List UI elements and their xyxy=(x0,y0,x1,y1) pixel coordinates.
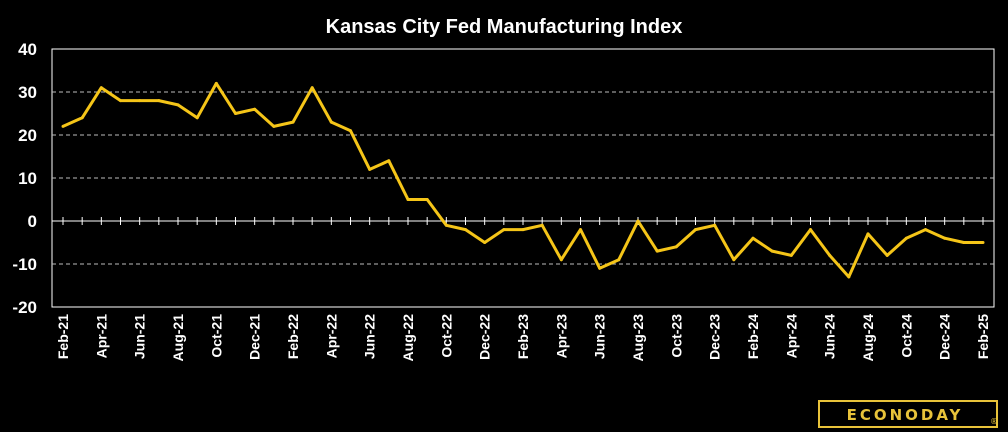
x-tick-label: Oct-23 xyxy=(668,314,684,358)
data-point xyxy=(195,116,199,120)
data-point xyxy=(253,107,257,111)
y-tick-label: -20 xyxy=(12,298,37,317)
chart-title: Kansas City Fed Manufacturing Index xyxy=(326,16,683,38)
data-point xyxy=(387,159,391,163)
data-point xyxy=(61,124,65,128)
x-tick-label: Oct-21 xyxy=(208,314,224,358)
y-tick-label: 40 xyxy=(18,40,37,59)
data-point xyxy=(809,228,812,232)
data-point xyxy=(828,253,832,257)
y-axis: 40 30 20 10 0 -10 -20 xyxy=(12,40,37,317)
x-tick-label: Feb-24 xyxy=(745,314,761,359)
data-point xyxy=(310,86,314,90)
x-tick-label: Dec-22 xyxy=(477,314,493,360)
x-tick-label: Jun-22 xyxy=(362,314,378,359)
x-tick-label: Aug-23 xyxy=(630,314,646,362)
logo-text: ECONODAY xyxy=(847,406,964,424)
data-point xyxy=(138,99,142,103)
x-tick-label: Feb-25 xyxy=(975,314,991,359)
y-tick-label: 30 xyxy=(18,83,37,102)
data-point xyxy=(579,228,582,232)
econoday-logo: ECONODAY ® xyxy=(818,400,998,428)
data-point xyxy=(329,120,333,124)
data-point xyxy=(674,245,678,249)
data-point xyxy=(694,228,697,232)
data-point xyxy=(176,103,180,107)
x-tick-label: Jun-24 xyxy=(822,314,838,359)
data-point xyxy=(655,249,659,253)
data-point xyxy=(732,258,736,262)
data-point xyxy=(521,228,525,232)
logo-registered-mark: ® xyxy=(990,417,998,426)
data-point xyxy=(789,253,793,257)
x-tick-label: Dec-21 xyxy=(247,314,263,360)
data-point xyxy=(943,236,947,240)
x-tick-label: Apr-21 xyxy=(93,314,109,359)
data-point xyxy=(483,241,487,244)
y-tick-label: 0 xyxy=(28,212,37,231)
data-point xyxy=(617,258,621,262)
logo-border xyxy=(818,400,998,428)
data-point xyxy=(540,223,544,227)
grid-lines xyxy=(52,91,994,265)
data-point xyxy=(99,86,103,90)
data-point xyxy=(214,81,218,85)
x-tick-label: Feb-23 xyxy=(515,314,531,359)
data-point xyxy=(885,253,889,257)
data-point xyxy=(770,249,774,253)
x-tick-label: Apr-22 xyxy=(323,314,339,359)
y-tick-label: 20 xyxy=(18,126,37,145)
data-point xyxy=(713,223,717,227)
x-tick-label: Apr-24 xyxy=(783,314,799,359)
data-point xyxy=(406,198,410,201)
x-tick-label: Oct-24 xyxy=(898,314,914,358)
data-point xyxy=(119,99,122,103)
x-axis: Feb-21 Apr-21 Jun-21 Aug-21 Oct-21 Dec-21 Feb-… xyxy=(55,314,991,362)
data-point xyxy=(904,236,908,240)
x-tick-label: Jun-23 xyxy=(592,314,608,359)
data-point xyxy=(444,223,448,227)
x-tick-label: Apr-23 xyxy=(553,314,569,359)
x-tick-label: Jun-21 xyxy=(132,314,148,359)
data-point xyxy=(559,258,563,262)
data-point xyxy=(981,241,985,244)
x-tick-label: Feb-21 xyxy=(55,314,71,359)
data-point xyxy=(234,112,237,115)
data-point xyxy=(924,228,927,232)
x-tick-label: Oct-22 xyxy=(438,314,454,358)
x-tick-label: Aug-24 xyxy=(860,314,876,362)
data-point xyxy=(962,241,966,244)
data-point xyxy=(425,198,429,201)
series-kansas-city-fed xyxy=(61,81,985,279)
x-tick-label: Dec-24 xyxy=(937,314,953,360)
data-point xyxy=(636,219,640,223)
y-tick-label: -10 xyxy=(12,255,37,274)
data-point xyxy=(751,236,755,240)
x-tick-label: Aug-21 xyxy=(170,314,186,362)
data-point xyxy=(368,167,372,171)
data-point xyxy=(502,228,506,232)
y-tick-label: 10 xyxy=(18,169,37,188)
data-point xyxy=(866,232,870,236)
data-point xyxy=(80,116,84,120)
data-point xyxy=(598,266,602,270)
data-point xyxy=(847,275,851,279)
zero-axis xyxy=(52,217,994,225)
data-point xyxy=(272,124,276,128)
data-point xyxy=(349,129,352,133)
data-point xyxy=(464,228,467,232)
data-point xyxy=(291,120,295,124)
x-tick-label: Feb-22 xyxy=(285,314,301,359)
x-tick-label: Dec-23 xyxy=(707,314,723,360)
data-point xyxy=(157,99,161,103)
x-tick-label: Aug-22 xyxy=(400,314,416,362)
